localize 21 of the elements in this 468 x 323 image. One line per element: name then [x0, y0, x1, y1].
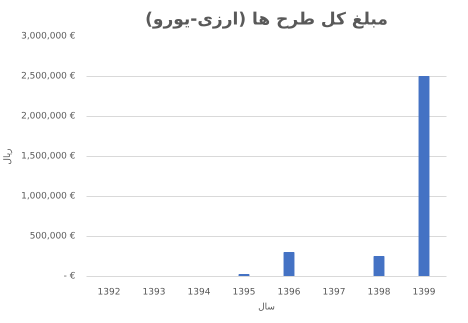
x-tick-label: 1398: [368, 288, 391, 298]
y-tick-label: 3,000,000 €: [21, 32, 76, 42]
bar: [374, 256, 384, 276]
y-tick-label: 500,000 €: [30, 232, 76, 242]
bar: [284, 252, 294, 276]
x-tick-label: 1395: [232, 288, 256, 298]
x-tick-label: 1394: [188, 288, 211, 298]
y-tick-label: - €: [64, 272, 76, 282]
y-tick-label: 1,500,000 €: [21, 152, 76, 162]
x-tick-label: 1396: [278, 288, 301, 298]
y-axis-title: ریال: [3, 148, 14, 165]
y-tick-label: 2,000,000 €: [21, 112, 76, 122]
x-tick-label: 1399: [412, 288, 436, 298]
x-axis-title: سال: [258, 302, 275, 312]
y-tick-label: 2,500,000 €: [21, 72, 76, 82]
chart-title: مبلغ کل طرح ها (ارزی-یورو): [145, 10, 388, 30]
y-tick-label: 1,000,000 €: [21, 192, 76, 202]
x-tick-label: 1393: [142, 288, 166, 298]
x-tick-label: 1397: [322, 288, 346, 298]
x-tick-label: 1392: [98, 288, 120, 298]
bar: [418, 76, 430, 276]
